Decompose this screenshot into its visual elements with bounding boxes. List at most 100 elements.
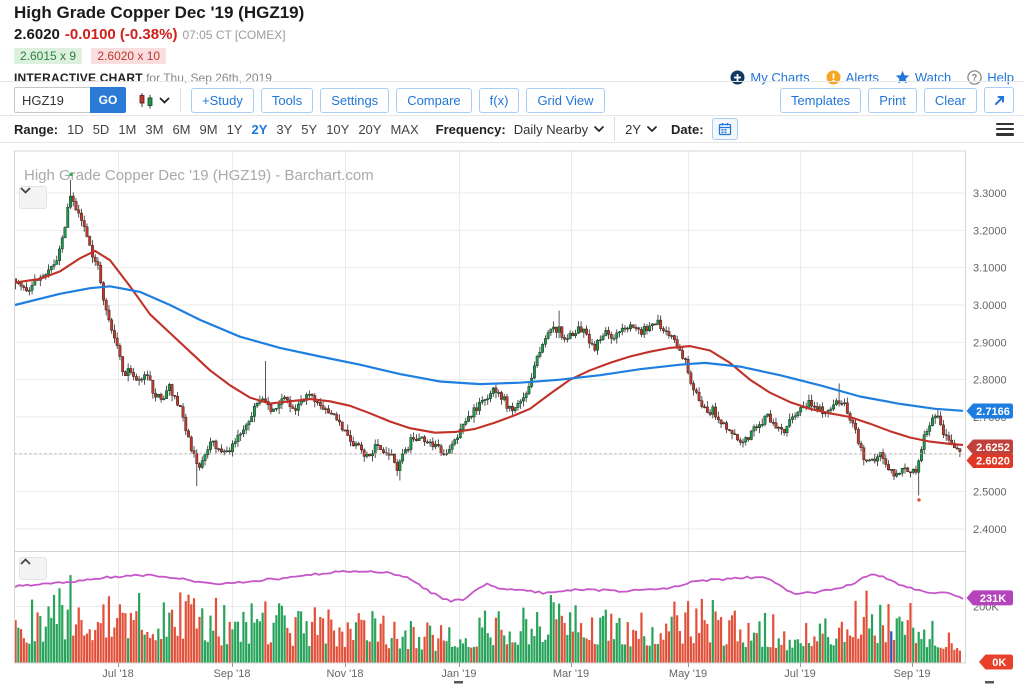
expand-volume-panel-button[interactable]	[19, 557, 47, 580]
frequency-label: Frequency:	[435, 121, 506, 137]
range-item-5y[interactable]: 5Y	[301, 121, 318, 137]
svg-text:?: ?	[972, 73, 978, 83]
svg-text:3.3000: 3.3000	[973, 188, 1007, 200]
chart-menu-button[interactable]	[996, 122, 1014, 136]
last-price: 2.6020	[14, 26, 60, 43]
svg-text:2.7166: 2.7166	[976, 406, 1010, 418]
section-row: INTERACTIVE CHART for Thu, Sep 26th, 201…	[14, 70, 1014, 85]
chevron-down-icon	[594, 126, 604, 132]
svg-text:3.0000: 3.0000	[973, 300, 1007, 312]
tools-button[interactable]: Tools	[260, 87, 314, 113]
expand-chart-button[interactable]	[984, 87, 1014, 113]
frequency-select[interactable]: Daily Nearby	[514, 122, 604, 137]
alert-circle-icon	[826, 70, 841, 85]
svg-text:2.4000: 2.4000	[973, 524, 1007, 536]
header-link-alerts[interactable]: Alerts	[826, 70, 879, 85]
svg-text:May '19: May '19	[669, 668, 707, 680]
quote-row: 2.6020 -0.0100 (-0.38%) 07:05 CT [COMEX]	[14, 26, 1014, 43]
panel-borders	[14, 150, 966, 664]
axis-badge	[979, 654, 1013, 670]
high-dot	[69, 172, 73, 177]
svg-text:2.9000: 2.9000	[973, 337, 1007, 349]
axis-badge	[966, 590, 1013, 606]
divider	[614, 117, 616, 141]
range-item-1m[interactable]: 1M	[118, 121, 137, 137]
go-button[interactable]: GO	[90, 87, 126, 113]
axis-badge	[966, 439, 1013, 455]
svg-text:Jan '19: Jan '19	[441, 668, 476, 680]
candlesticks	[14, 179, 962, 496]
svg-text:2.8000: 2.8000	[973, 375, 1007, 387]
range-item-max[interactable]: MAX	[390, 121, 419, 137]
chevron-down-icon	[20, 187, 31, 194]
bid-ask-row: 2.6015 x 9 2.6020 x 10	[14, 48, 1014, 64]
range-item-1d[interactable]: 1D	[67, 121, 84, 137]
compare-button[interactable]: Compare	[396, 87, 472, 113]
chevron-down-icon	[159, 97, 170, 104]
header: High Grade Copper Dec '19 (HGZ19) 2.6020…	[14, 3, 1014, 85]
divider	[0, 115, 1024, 116]
range-item-2y[interactable]: 2Y	[251, 121, 268, 137]
axis-badge	[966, 453, 1013, 468]
chart-type-selector[interactable]	[138, 92, 170, 109]
toolbar-buttons: +Study Tools Settings Compare f(x) Grid View	[191, 87, 612, 113]
candlestick-icon	[139, 92, 153, 108]
plus-circle-icon	[730, 70, 745, 85]
study-button[interactable]: +Study	[191, 87, 254, 113]
range-item-10y[interactable]: 10Y	[326, 121, 350, 137]
range-item-6m[interactable]: 6M	[172, 121, 191, 137]
divider	[0, 142, 1024, 143]
symbol-input[interactable]	[14, 87, 90, 113]
ma-red-line	[14, 249, 964, 446]
templates-button[interactable]: Templates	[779, 87, 862, 113]
gridlines	[14, 151, 966, 663]
range-item-5d[interactable]: 5D	[92, 121, 110, 137]
svg-text:0K: 0K	[992, 657, 1006, 669]
collapse-price-panel-button[interactable]	[19, 186, 47, 209]
chevron-up-icon	[20, 558, 31, 565]
range-item-9m[interactable]: 9M	[199, 121, 218, 137]
chart-watermark-title: High Grade Copper Dec '19 (HGZ19) - Barc…	[24, 167, 374, 184]
settings-button[interactable]: Settings	[320, 87, 390, 113]
open-interest-line	[14, 569, 964, 603]
range-label: Range:	[14, 121, 59, 137]
question-circle-icon: ?	[967, 70, 982, 85]
date-picker-button[interactable]	[711, 118, 738, 140]
range-zoom-select[interactable]: 2Y	[625, 122, 657, 137]
page-title: High Grade Copper Dec '19 (HGZ19)	[14, 3, 305, 22]
range-items: 1D 5D 1M 3M 6M 9M 1Y 2Y 3Y 5Y 10Y 20Y MAX	[67, 122, 428, 137]
range-item-1y[interactable]: 1Y	[226, 121, 243, 137]
price-change: -0.0100 (-0.38%)	[64, 26, 178, 43]
calendar-icon	[718, 123, 731, 136]
svg-text:3.2000: 3.2000	[973, 225, 1007, 237]
grid-view-button[interactable]: Grid View	[526, 87, 605, 113]
chevron-down-icon	[647, 126, 657, 132]
chart-canvas[interactable]: High Grade Copper Dec '19 (HGZ19) - Barc…	[0, 146, 1024, 686]
clear-button[interactable]: Clear	[923, 87, 977, 113]
header-link-help[interactable]: ? Help	[967, 70, 1014, 85]
svg-text:2.5000: 2.5000	[973, 487, 1007, 499]
header-link-watch[interactable]: Watch	[895, 70, 951, 85]
date-label: Date:	[671, 121, 704, 137]
svg-text:Jul '19: Jul '19	[784, 668, 815, 680]
star-icon	[895, 70, 910, 84]
range-item-3m[interactable]: 3M	[145, 121, 164, 137]
header-link-my-charts[interactable]: My Charts	[730, 70, 810, 85]
low-dot	[917, 498, 921, 502]
print-button[interactable]: Print	[868, 87, 917, 113]
toolbar-right: Templates Print Clear	[779, 87, 1014, 113]
range-item-3y[interactable]: 3Y	[276, 121, 293, 137]
svg-text:2.6020: 2.6020	[976, 455, 1010, 467]
range-item-20y[interactable]: 20Y	[358, 121, 382, 137]
range-bar: Range: 1D 5D 1M 3M 6M 9M 1Y 2Y 3Y 5Y 10Y 20Y MAX Fre…	[14, 117, 1014, 141]
svg-text:Nov '18: Nov '18	[327, 668, 364, 680]
f-x-button[interactable]: f(x)	[478, 87, 520, 113]
svg-text:231K: 231K	[980, 593, 1006, 605]
time-axis-labels: Jul '18 Sep '18 Nov '18 Jan '19 Mar '19 May '…	[102, 663, 994, 684]
quote-timestamp: 07:05 CT [COMEX]	[182, 28, 286, 42]
svg-text:Sep '18: Sep '18	[214, 668, 251, 680]
bid-badge: 2.6015 x 9	[14, 48, 83, 64]
svg-text:3.1000: 3.1000	[973, 263, 1007, 275]
